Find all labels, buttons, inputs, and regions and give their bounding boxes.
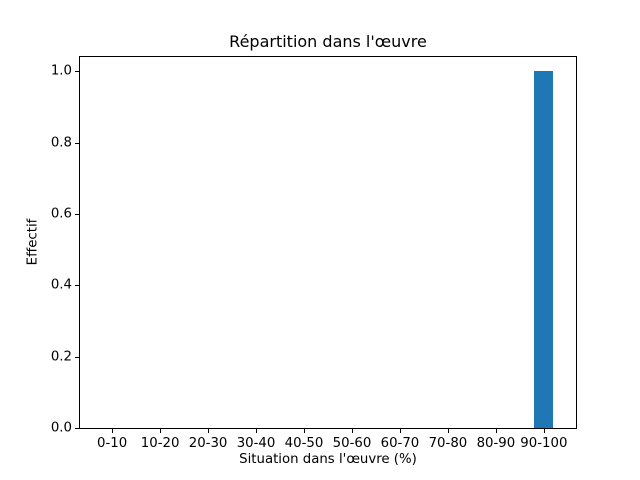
y-tick-mark bbox=[75, 356, 79, 358]
plot-area bbox=[79, 56, 577, 429]
x-tick-label: 0-10 bbox=[97, 436, 128, 451]
y-tick-mark bbox=[75, 213, 79, 215]
x-tick-label: 90-100 bbox=[520, 436, 568, 451]
x-tick-mark bbox=[543, 429, 545, 433]
x-tick-label: 30-40 bbox=[236, 436, 276, 451]
y-tick-label: 0.4 bbox=[50, 277, 72, 293]
bar-90-100 bbox=[534, 71, 554, 428]
x-tick-label: 20-30 bbox=[188, 436, 228, 451]
x-tick-label: 50-60 bbox=[332, 436, 372, 451]
y-tick-mark bbox=[75, 285, 79, 287]
y-tick-mark bbox=[75, 142, 79, 144]
y-tick-label: 0.8 bbox=[50, 135, 72, 151]
x-tick-mark bbox=[208, 429, 210, 433]
x-tick-mark bbox=[399, 429, 401, 433]
x-axis-label: Situation dans l'œuvre (%) bbox=[239, 452, 417, 467]
x-tick-mark bbox=[495, 429, 497, 433]
x-tick-mark bbox=[160, 429, 162, 433]
x-tick-label: 60-70 bbox=[380, 436, 420, 451]
x-tick-label: 80-90 bbox=[476, 436, 516, 451]
y-tick-label: 0.2 bbox=[50, 349, 72, 365]
chart-title: Répartition dans l'œuvre bbox=[229, 32, 427, 51]
y-tick-label: 1.0 bbox=[50, 63, 72, 79]
x-tick-mark bbox=[112, 429, 114, 433]
y-tick-mark bbox=[75, 71, 79, 73]
x-tick-mark bbox=[304, 429, 305, 433]
y-tick-mark bbox=[75, 428, 79, 429]
x-tick-label: 40-50 bbox=[284, 436, 324, 451]
x-tick-mark bbox=[256, 429, 258, 433]
x-tick-label: 70-80 bbox=[428, 436, 468, 451]
y-tick-label: 0.0 bbox=[50, 420, 72, 436]
y-tick-label: 0.6 bbox=[50, 206, 72, 222]
x-tick-mark bbox=[351, 429, 353, 433]
x-tick-mark bbox=[447, 429, 449, 433]
x-tick-label: 10-20 bbox=[140, 436, 180, 451]
y-axis-label: Effectif bbox=[25, 218, 41, 266]
